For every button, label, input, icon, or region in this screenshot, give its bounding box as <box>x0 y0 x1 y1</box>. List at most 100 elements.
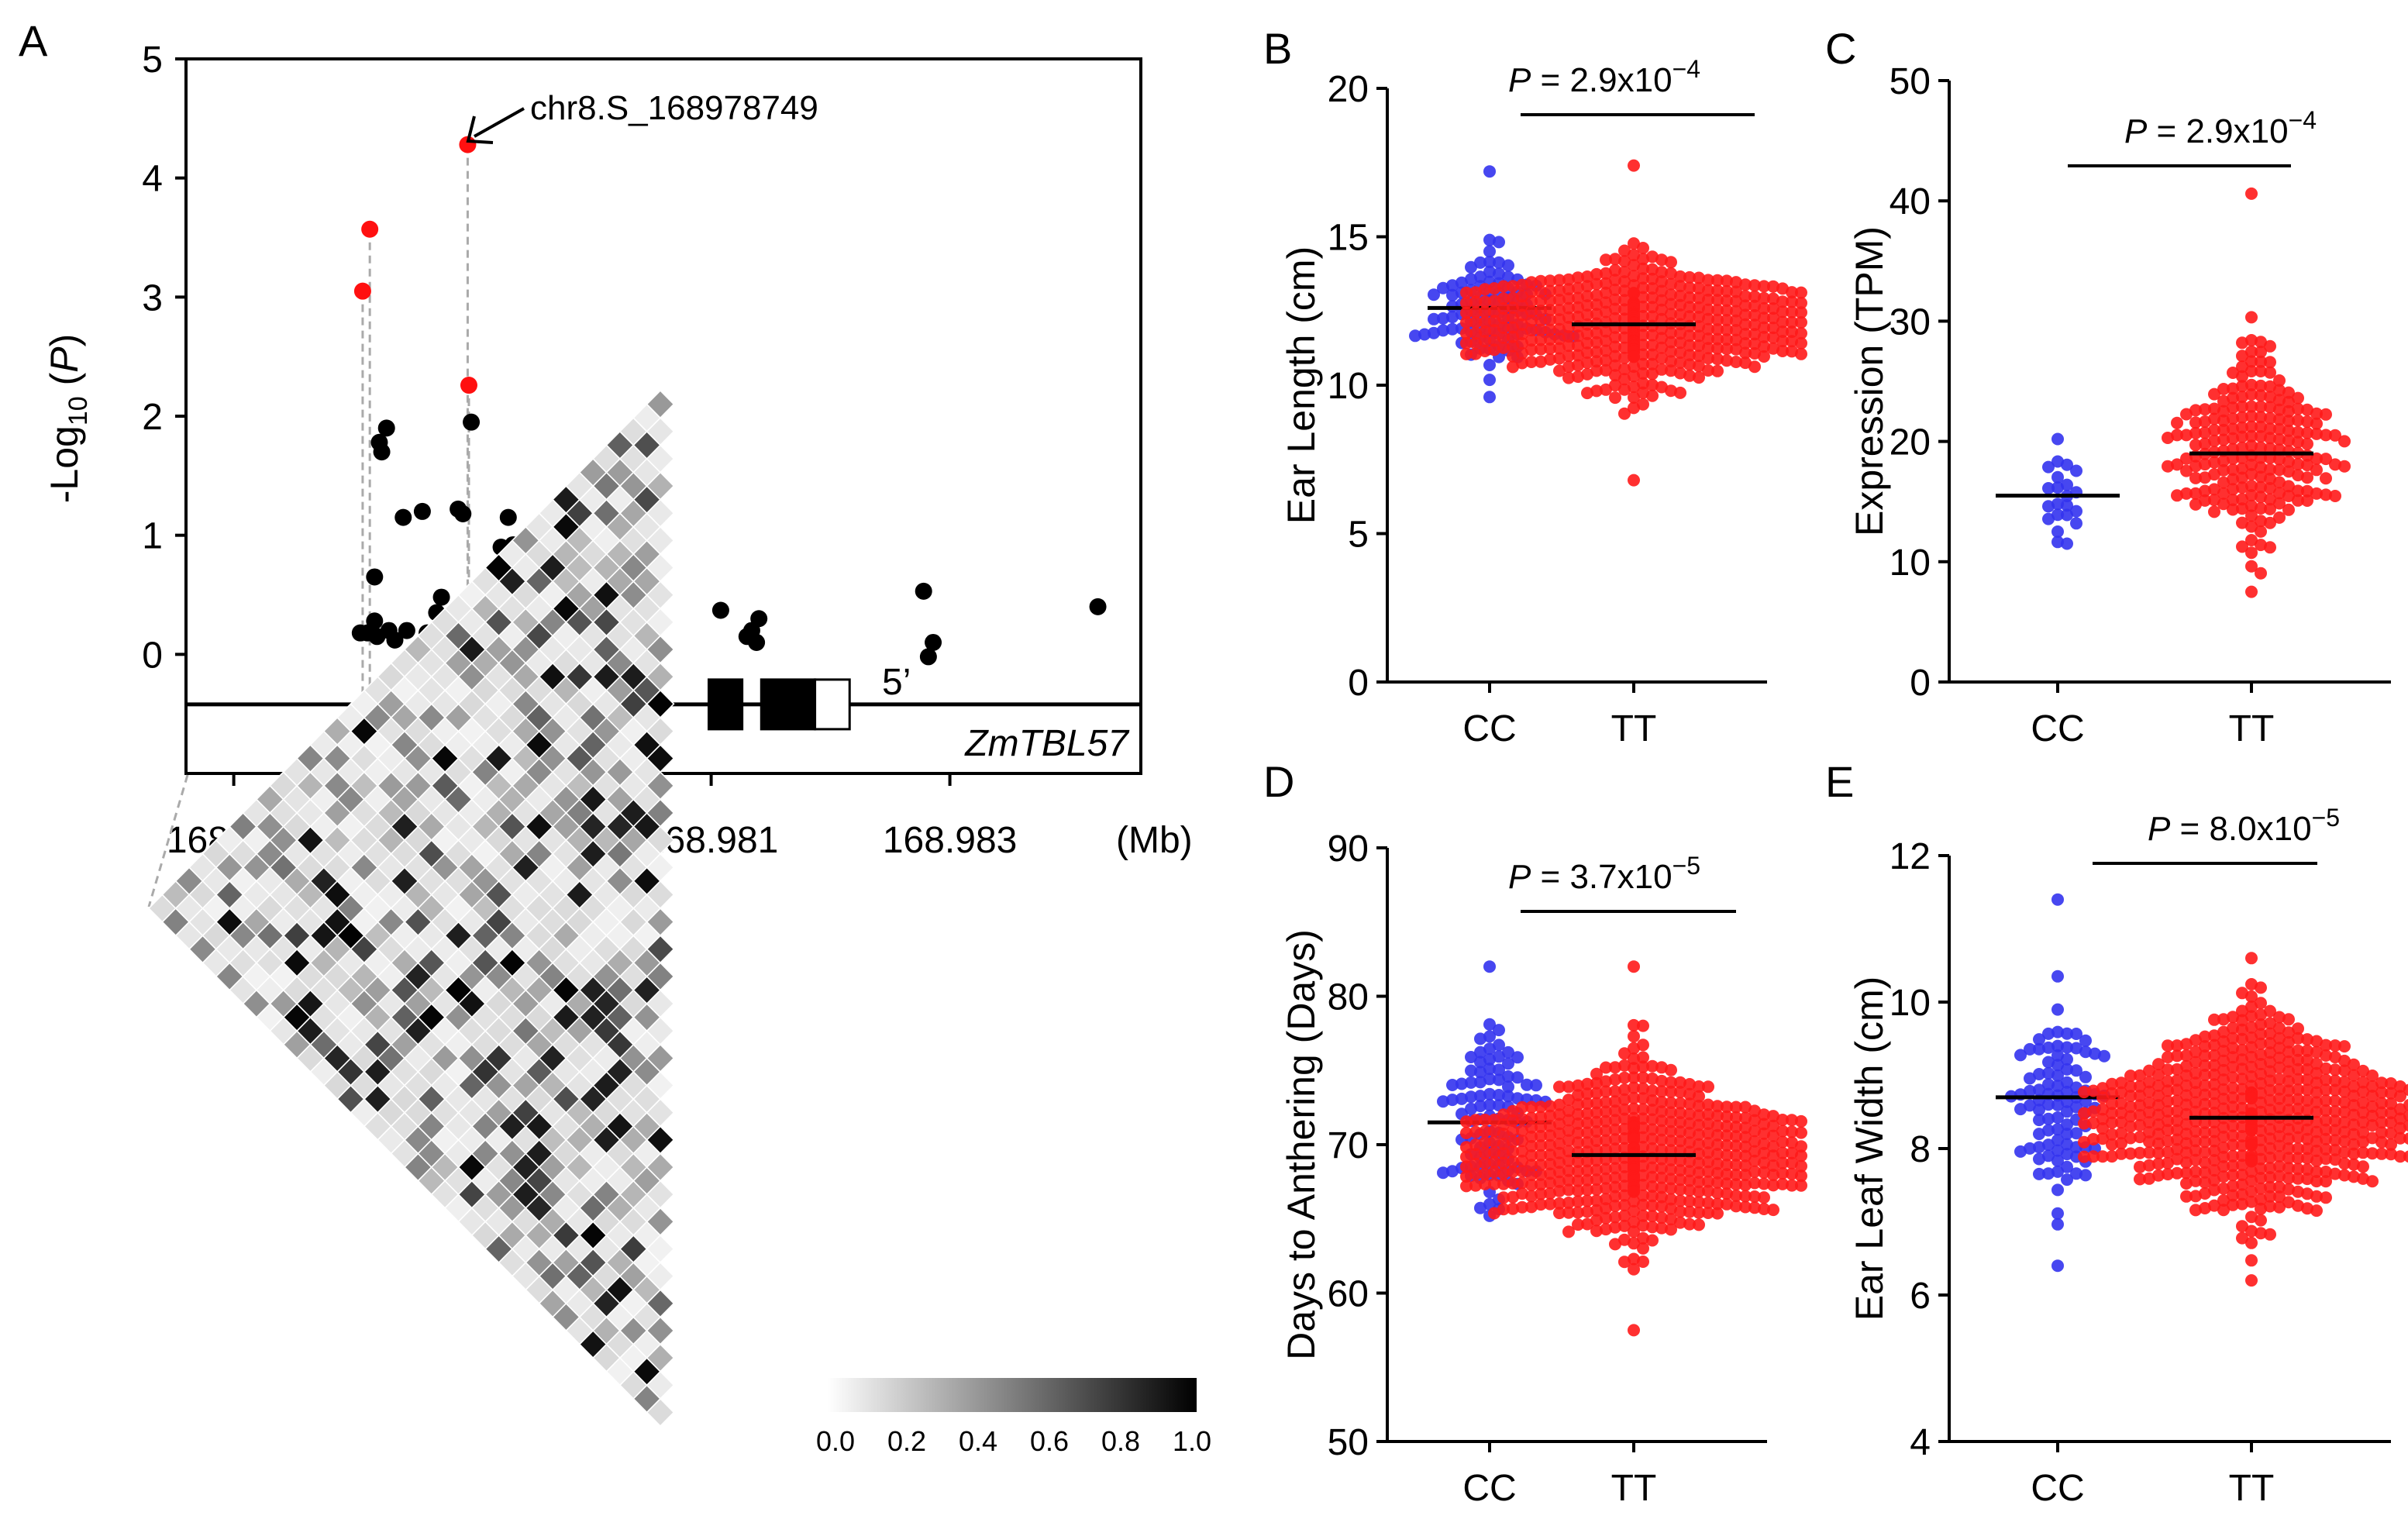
point-TT-62 <box>2282 415 2295 428</box>
point-CC-5 <box>2042 1027 2055 1040</box>
point-TT-32 <box>2273 1032 2286 1045</box>
point-TT-255 <box>1739 318 1752 331</box>
point-TT-427 <box>2134 1146 2146 1159</box>
point-TT-328 <box>1683 329 1696 343</box>
point-TT-17 <box>2264 1017 2276 1030</box>
point-TT-77 <box>2292 425 2304 439</box>
point-TT-491 <box>1637 367 1649 380</box>
point-TT-41 <box>1600 277 1612 290</box>
point-TT-404 <box>2227 1138 2239 1152</box>
point-TT-528 <box>1609 1211 1621 1224</box>
point-TT-180 <box>1497 1128 1510 1140</box>
y-tick-label-80: 80 <box>1328 977 1369 1018</box>
point-TT-439 <box>1767 1179 1779 1192</box>
point-TT-86 <box>1581 290 1593 303</box>
point-TT-418 <box>1730 343 1742 356</box>
ld-legend-gradient <box>828 1378 1197 1412</box>
point-TT-490 <box>1562 1197 1575 1209</box>
point-TT-438 <box>1516 346 1528 360</box>
point-TT-110 <box>1479 1114 1491 1126</box>
point-TT-73 <box>2273 422 2286 436</box>
point-CC-4 <box>2070 464 2082 477</box>
point-TT-274 <box>1767 322 1779 335</box>
point-TT-148 <box>2096 1082 2109 1095</box>
point-TT-528 <box>2189 1190 2202 1203</box>
point-TT-457 <box>2208 1154 2220 1167</box>
series-CC <box>2042 432 2082 550</box>
point-TT-73 <box>1525 285 1538 298</box>
point-TT-382 <box>2255 1134 2267 1147</box>
point-TT-1 <box>1628 237 1640 250</box>
point-TT-14 <box>2282 1013 2295 1026</box>
point-TT-361 <box>2152 1128 2165 1141</box>
y-tick-label-30: 30 <box>1890 301 1931 343</box>
point-TT-186 <box>2217 498 2230 511</box>
point-CC-11 <box>2051 498 2064 511</box>
ld-legend-tick-5: 1.0 <box>1173 1425 1211 1457</box>
point-TT-95 <box>2208 434 2220 447</box>
point-TT-10 <box>1618 255 1631 268</box>
point-CC-19 <box>1502 1070 1514 1083</box>
point-TT-314 <box>1562 1154 1575 1167</box>
point-TT-448 <box>1562 350 1575 363</box>
point-TT-480 <box>1748 360 1761 374</box>
point-TT-378 <box>1507 1165 1519 1178</box>
point-TT-45 <box>2171 1039 2183 1052</box>
point-TT-370 <box>1665 336 1677 349</box>
point-TT-493 <box>1581 367 1593 381</box>
point-TT-469 <box>1637 1189 1649 1202</box>
point-TT-417 <box>2189 1144 2202 1157</box>
point-TT-99 <box>1535 1111 1547 1124</box>
point-CC-12 <box>2070 1042 2082 1055</box>
point-TT-56 <box>2264 412 2276 425</box>
point-TT-129 <box>2357 1076 2369 1089</box>
p-value-exponent: −5 <box>2312 804 2340 832</box>
point-TT-349 <box>1535 333 1547 346</box>
point-TT-62 <box>2208 1049 2220 1062</box>
point-TT-29 <box>2199 1030 2211 1043</box>
point-TT-547 <box>1628 1225 1640 1238</box>
point-CC-32 <box>1446 288 1459 301</box>
point-TT-458 <box>1702 1184 1714 1197</box>
point-TT-69 <box>1544 284 1556 298</box>
point-TT-38 <box>2217 1035 2230 1048</box>
point-TT-30 <box>1572 1079 1584 1092</box>
y-tick-label-90: 90 <box>1328 828 1369 870</box>
point-TT-483 <box>2189 1165 2202 1178</box>
point-TT-5 <box>2264 339 2276 353</box>
point-TT-165 <box>2357 1085 2369 1098</box>
point-TT-490 <box>2162 1168 2174 1181</box>
point-TT-54 <box>2292 1044 2304 1057</box>
point-TT-497 <box>1572 370 1584 384</box>
point-CC-22 <box>1493 1073 1505 1087</box>
point-TT-191 <box>2264 502 2276 515</box>
point-TT-239 <box>1535 1139 1547 1152</box>
point-CC-92 <box>1483 359 1496 371</box>
p-value-text: = 3.7x10 <box>1531 858 1672 896</box>
point-TT-154 <box>1618 1122 1631 1135</box>
y-title-paren-open: ( <box>43 372 86 396</box>
panel-letter-b: B <box>1263 24 1292 73</box>
point-TT-235 <box>2236 1101 2248 1114</box>
p-value-text: = 2.9x10 <box>1531 61 1672 99</box>
point-TT-299 <box>1460 1150 1473 1163</box>
point-TT-29 <box>2255 389 2267 402</box>
point-TT-476 <box>1748 1190 1761 1203</box>
point-TT-162 <box>2227 483 2239 496</box>
snp-point-18 <box>463 413 481 431</box>
point-TT-202 <box>2245 1092 2258 1105</box>
point-TT-550 <box>2245 1211 2258 1224</box>
point-TT-132 <box>2375 1076 2388 1090</box>
point-TT-50 <box>1507 280 1519 293</box>
point-TT-84 <box>2171 429 2183 442</box>
gene-name-label: ZmTBL57 <box>964 723 1130 764</box>
point-TT-428 <box>2366 1147 2379 1160</box>
point-TT-153 <box>1637 1121 1649 1135</box>
point-TT-91 <box>1553 1108 1566 1121</box>
point-CC-0 <box>2051 432 2064 446</box>
point-TT-482 <box>1618 363 1631 376</box>
point-TT-246 <box>2329 1105 2341 1118</box>
point-TT-248 <box>2087 1105 2100 1118</box>
point-TT-479 <box>1562 360 1575 374</box>
point-TT-533 <box>1628 1215 1640 1228</box>
